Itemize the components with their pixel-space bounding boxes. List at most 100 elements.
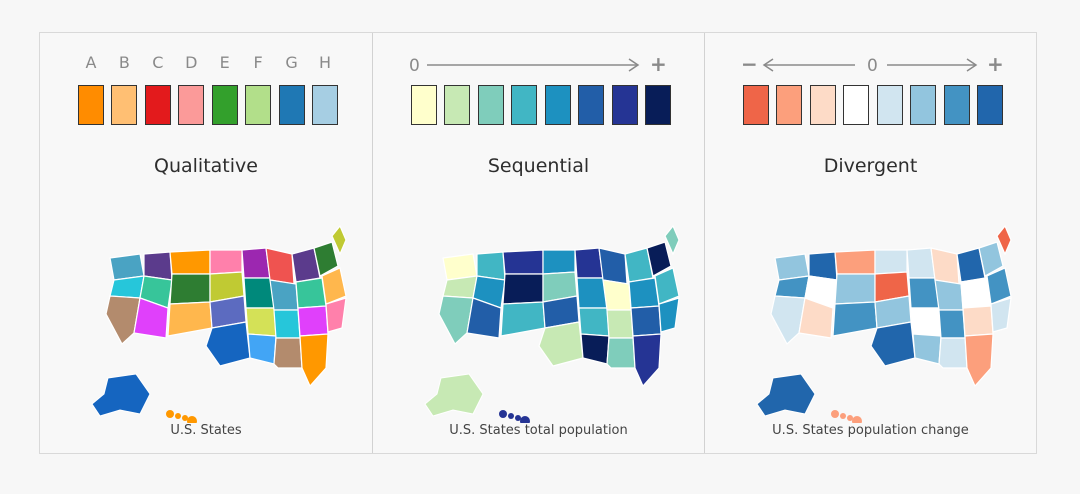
state-shape	[598, 247, 628, 285]
state-shape	[109, 275, 145, 299]
state-shape	[910, 307, 942, 337]
state-shape	[105, 295, 141, 345]
state-shape	[632, 333, 662, 388]
panel-caption: U.S. States population change	[772, 423, 969, 438]
color-swatch	[411, 85, 437, 125]
state-shape	[313, 241, 339, 277]
color-swatch	[311, 85, 338, 125]
state-shape	[133, 297, 169, 339]
state-shape	[770, 295, 806, 345]
state-shape	[606, 337, 636, 369]
state-shape	[986, 267, 1012, 305]
color-swatch	[809, 85, 836, 125]
hawaii-shape	[508, 413, 514, 419]
category-letters: A B C D E F G H	[78, 53, 338, 77]
category-letter: G	[285, 53, 298, 72]
state-shape	[832, 301, 878, 337]
state-shape	[658, 297, 680, 333]
state-shape	[654, 267, 680, 305]
state-shape	[938, 337, 968, 369]
state-shape	[978, 241, 1004, 277]
alaska-shape	[424, 373, 484, 417]
state-shape	[834, 273, 876, 305]
category-letter: H	[318, 53, 331, 72]
state-shape	[476, 251, 506, 281]
divergent-scale-arrow: − 0 +	[741, 52, 1004, 76]
color-swatch	[910, 85, 937, 125]
state-shape	[297, 305, 329, 337]
color-swatch	[211, 85, 238, 125]
state-shape	[960, 277, 992, 309]
color-swatch	[843, 85, 870, 125]
color-swatch	[78, 85, 104, 125]
hawaii-shape	[187, 416, 197, 423]
state-shape	[299, 333, 329, 388]
hawaii-shape	[182, 415, 188, 421]
color-swatch	[511, 85, 538, 125]
color-swatch	[477, 85, 504, 125]
state-shape	[442, 275, 478, 299]
hawaii-shape	[840, 413, 846, 419]
color-swatch	[976, 85, 1003, 125]
state-shape	[628, 277, 660, 309]
color-swatch	[943, 85, 970, 125]
state-shape	[912, 333, 942, 365]
category-letter: C	[152, 53, 164, 72]
scale-start-label: 0	[409, 56, 420, 76]
state-shape	[331, 224, 347, 256]
state-shape	[834, 249, 876, 275]
state-shape	[938, 309, 966, 339]
color-swatch	[544, 85, 571, 125]
state-shape	[646, 241, 672, 277]
state-shape	[578, 307, 610, 337]
state-shape	[906, 247, 936, 279]
hawaii-shape	[847, 415, 853, 421]
state-shape	[934, 279, 964, 311]
hawaii-shape	[166, 410, 174, 418]
state-shape	[580, 333, 610, 365]
state-shape	[908, 277, 940, 309]
state-shape	[996, 224, 1012, 256]
sequential-swatches	[411, 85, 671, 127]
color-scheme-figure: A B C D E F G H Qualitative U.S. States …	[39, 32, 1037, 454]
color-swatch	[644, 85, 671, 125]
state-shape	[169, 249, 211, 275]
state-shape	[502, 273, 544, 305]
color-swatch	[444, 85, 471, 125]
state-shape	[542, 249, 576, 275]
state-shape	[990, 297, 1012, 333]
hawaii-shape	[852, 416, 862, 423]
state-shape	[273, 337, 303, 369]
state-shape	[321, 267, 347, 305]
state-shape	[466, 297, 502, 339]
state-shape	[167, 301, 213, 337]
category-letter: F	[253, 53, 263, 72]
panel-divergent: − 0 + Divergent U.S. States population c…	[704, 33, 1036, 453]
category-letter: D	[185, 53, 198, 72]
state-shape	[438, 295, 474, 345]
state-shape	[241, 247, 271, 279]
state-shape	[664, 224, 680, 256]
sequential-scale-arrow: 0 +	[409, 52, 667, 76]
state-shape	[269, 279, 299, 311]
divergent-swatches	[743, 85, 1003, 127]
state-shape	[962, 305, 994, 337]
state-shape	[295, 277, 327, 309]
arrow-right-icon	[966, 58, 978, 72]
state-shape	[209, 249, 243, 275]
state-shape	[798, 297, 834, 339]
panel-title: Divergent	[823, 155, 918, 177]
state-shape	[502, 249, 544, 275]
state-shape	[243, 277, 275, 309]
scale-mid-label: 0	[867, 56, 878, 76]
state-shape	[169, 273, 211, 305]
color-swatch	[611, 85, 638, 125]
us-map-sequential	[424, 224, 680, 423]
color-swatch	[144, 85, 171, 125]
state-shape	[247, 333, 277, 365]
state-shape	[265, 247, 295, 285]
panel-title: Qualitative	[154, 155, 258, 177]
qualitative-swatches	[78, 85, 338, 127]
color-swatch	[111, 85, 138, 125]
hawaii-shape	[520, 416, 530, 423]
